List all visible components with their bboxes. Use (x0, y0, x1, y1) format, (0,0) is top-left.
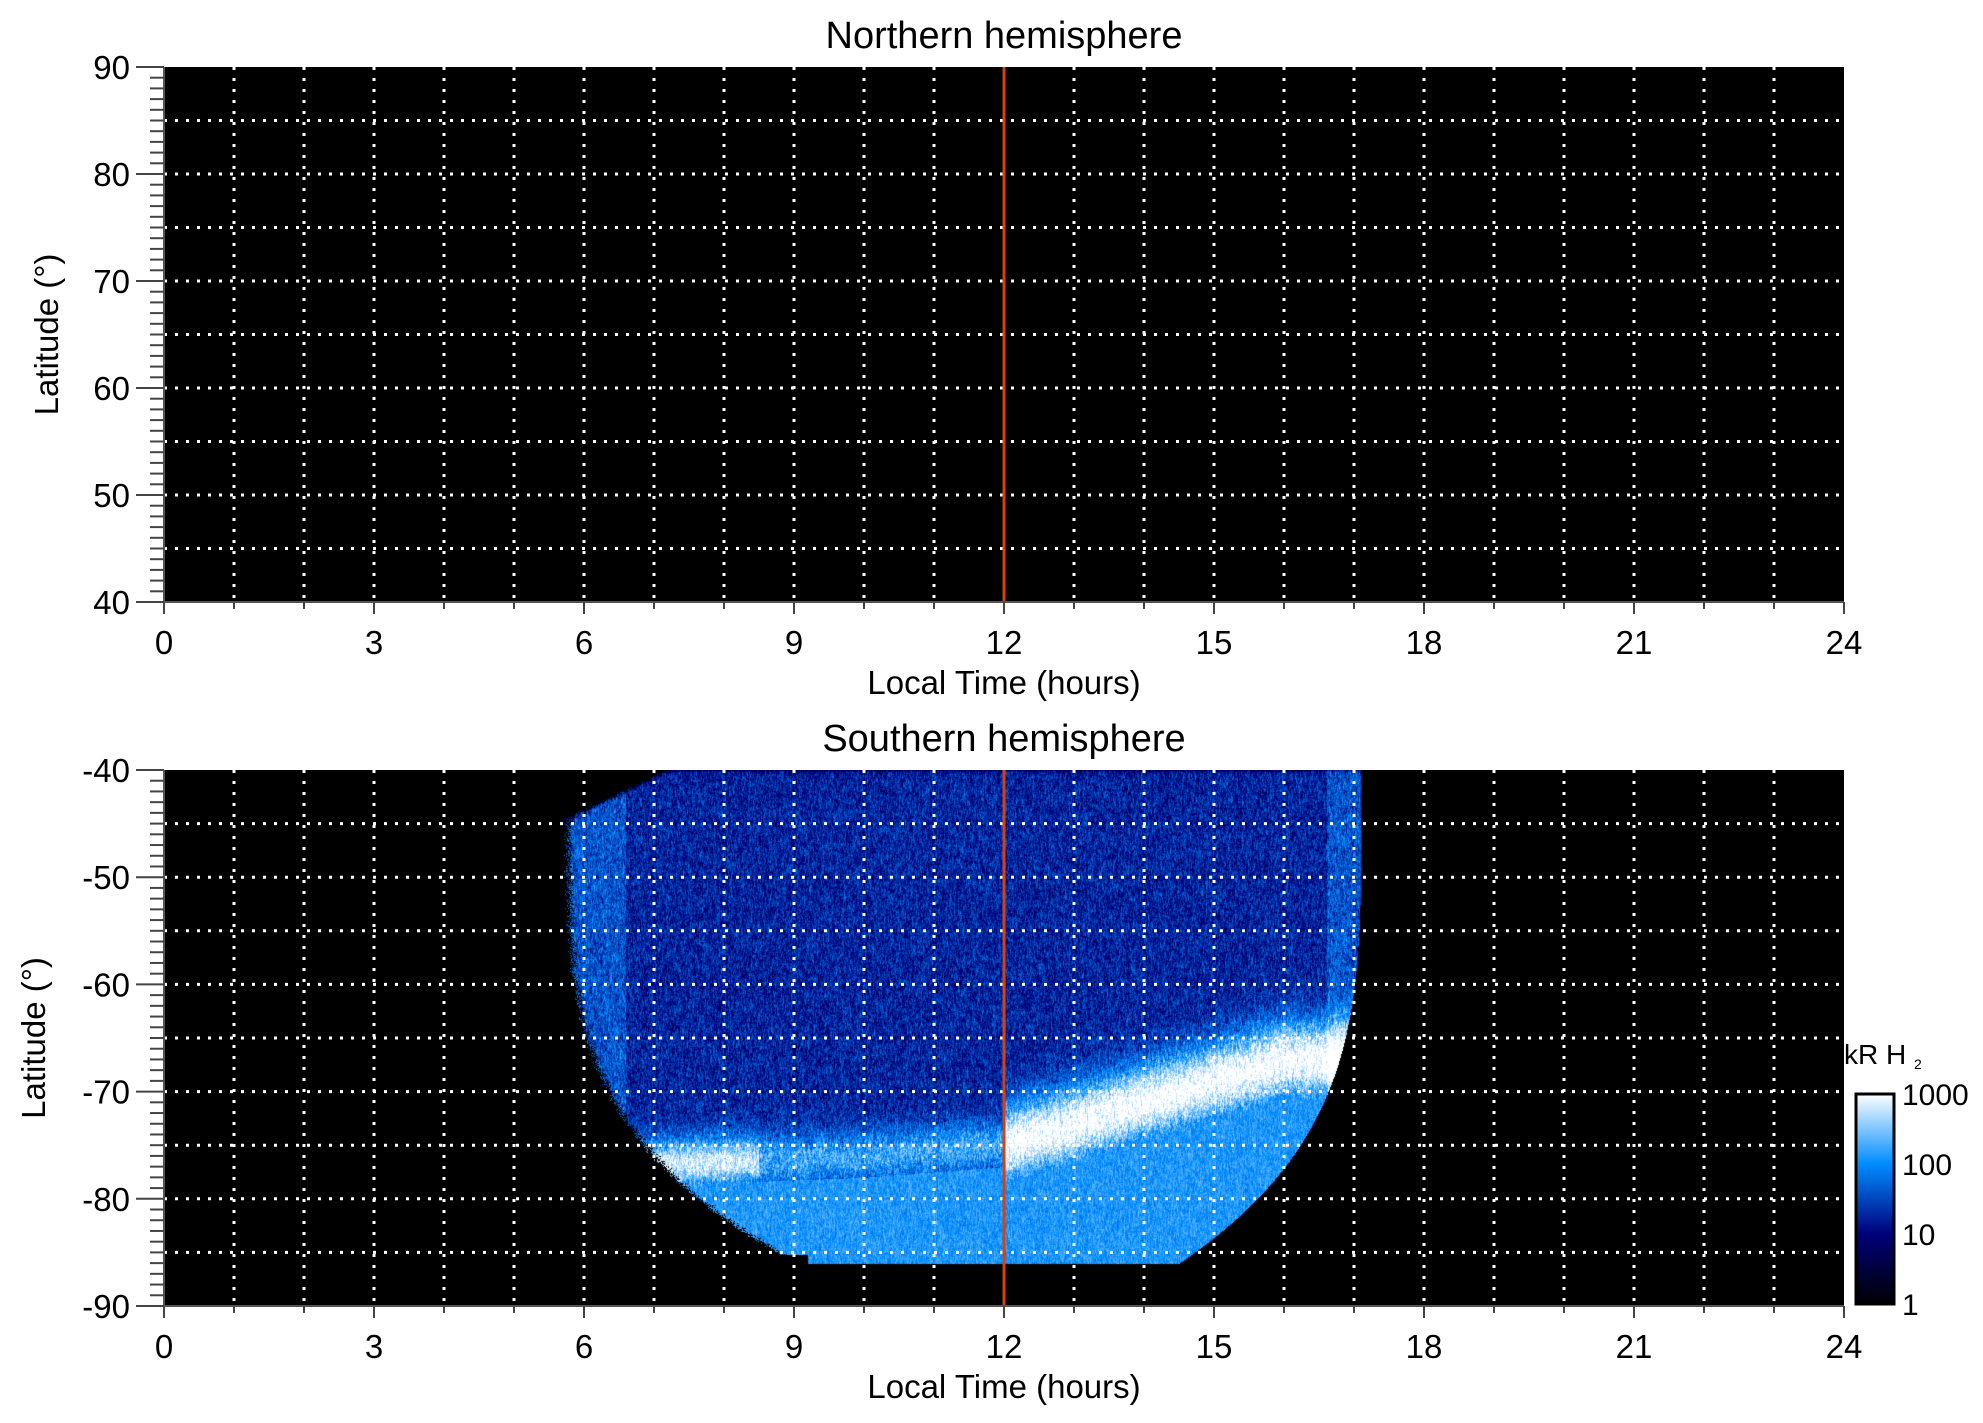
x-tick-label: 15 (1196, 624, 1233, 661)
colorbar-tick-label: 1 (1902, 1289, 1919, 1322)
x-tick-label: 12 (986, 1328, 1023, 1365)
x-tick-label: 9 (785, 1328, 803, 1365)
y-tick-label: -60 (82, 966, 130, 1003)
x-tick-label: 24 (1826, 1328, 1863, 1365)
x-tick-label: 21 (1616, 624, 1653, 661)
x-tick-label: 6 (575, 624, 593, 661)
x-tick-label: 15 (1196, 1328, 1233, 1365)
x-tick-label: 3 (365, 1328, 383, 1365)
x-tick-label: 12 (986, 624, 1023, 661)
x-axis-label: Local Time (hours) (867, 1368, 1140, 1405)
y-tick-label: 80 (93, 156, 130, 193)
x-tick-label: 18 (1406, 1328, 1443, 1365)
x-tick-label: 9 (785, 624, 803, 661)
colorbar-label-subscript: 2 (1914, 1056, 1922, 1072)
x-tick-label: 0 (155, 1328, 173, 1365)
x-axis-label: Local Time (hours) (867, 664, 1140, 701)
y-tick-label: 90 (93, 49, 130, 86)
x-tick-label: 3 (365, 624, 383, 661)
x-tick-label: 6 (575, 1328, 593, 1365)
y-tick-label: 50 (93, 477, 130, 514)
x-tick-label: 18 (1406, 624, 1443, 661)
colorbar (1854, 1092, 1896, 1306)
colorbar-tick-label: 10 (1902, 1219, 1935, 1252)
x-tick-label: 21 (1616, 1328, 1653, 1365)
y-axis-label: Latitude (°) (15, 957, 52, 1119)
y-tick-label: 40 (93, 584, 130, 621)
y-tick-label: -50 (82, 859, 130, 896)
chart-title: Northern hemisphere (826, 15, 1183, 57)
colorbar-tick-label: 1000 (1902, 1079, 1969, 1112)
y-tick-label: -40 (82, 752, 130, 789)
northern-panel: 0 3 6 9 12 15 18 21 24 40 50 60 70 80 90 Northern hemis… (28, 15, 1862, 701)
y-tick-label: -70 (82, 1074, 130, 1111)
southern-panel: 0 3 6 9 12 15 18 21 24-90-80-70-60-50-40Southern… (15, 718, 1969, 1405)
y-tick-label: 60 (93, 370, 130, 407)
y-axis-label: Latitude (°) (28, 254, 65, 416)
x-tick-label: 0 (155, 624, 173, 661)
y-tick-label: -80 (82, 1181, 130, 1218)
colorbar-tick-label: 100 (1902, 1149, 1952, 1182)
y-tick-label: 70 (93, 263, 130, 300)
colorbar-label: kR H (1844, 1039, 1906, 1070)
x-tick-label: 24 (1826, 624, 1863, 661)
y-tick-label: -90 (82, 1288, 130, 1325)
chart-title: Southern hemisphere (822, 718, 1185, 760)
